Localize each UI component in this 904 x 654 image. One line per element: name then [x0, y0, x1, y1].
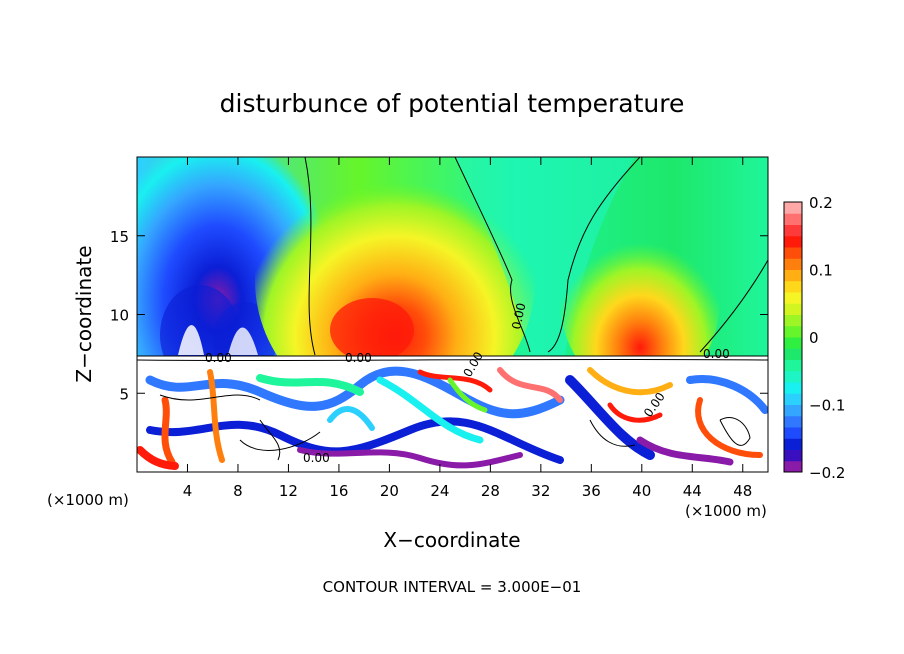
colorbar-swatch-5: [784, 404, 802, 417]
warm-anomaly-core: [330, 298, 414, 362]
colorbar-swatch-8: [784, 370, 802, 383]
x-tick-label-3: 16: [329, 482, 348, 500]
x-unit-left: (×1000 m): [47, 491, 129, 509]
colorbar-swatch-16: [784, 280, 802, 293]
x-tick-label-1: 8: [233, 482, 243, 500]
y-tick-label-1: 10: [110, 307, 129, 325]
turbulent-features: [137, 366, 768, 470]
x-tick-label-7: 32: [531, 482, 550, 500]
colorbar-swatch-21: [784, 224, 802, 237]
colorbar-swatch-14: [784, 303, 802, 315]
y-tick-label-0: 5: [119, 385, 129, 403]
contour-interval-footer: CONTOUR INTERVAL = 3.000E−01: [323, 578, 582, 596]
colorbar-label-1: 0.1: [809, 262, 833, 280]
x-tick-label-10: 44: [683, 482, 702, 500]
colorbar-swatch-9: [784, 359, 802, 372]
colorbar-swatch-3: [784, 427, 802, 439]
y-tick-label-2: 15: [110, 228, 129, 246]
x-axis-label: X−coordinate: [383, 528, 520, 552]
contour-label-5: 0.00: [509, 302, 528, 331]
colorbar-label-0: 0.2: [809, 194, 833, 212]
cold-core-spike-2: [228, 327, 258, 355]
y-axis: 5 10 15: [110, 228, 768, 403]
y-axis-label: Z−coordinate: [72, 245, 96, 382]
x-tick-label-0: 4: [183, 482, 193, 500]
contour-label-1: 0.00: [205, 351, 232, 365]
colorbar-swatch-1: [784, 449, 802, 462]
x-tick-label-8: 36: [582, 482, 601, 500]
colorbar-label-4: −0.2: [809, 464, 845, 482]
colorbar-swatch-17: [784, 269, 802, 282]
colorbar-swatch-7: [784, 382, 802, 394]
x-tick-label-2: 12: [279, 482, 298, 500]
colorbar-swatch-18: [784, 258, 802, 270]
warm-anomaly-region: [255, 157, 535, 420]
x-tick-label-5: 24: [430, 482, 449, 500]
contour-label-4: 0.00: [303, 451, 330, 465]
contour-label-3: 0.00: [703, 347, 730, 361]
colorbar-swatch-20: [784, 235, 802, 248]
colorbar-swatch-12: [784, 325, 802, 338]
x-axis: 4 8 12 16 20 24 28 32 36 40 44 48: [183, 157, 752, 500]
warm-anomaly-region-right: [560, 205, 720, 395]
x-unit-right: (×1000 m): [685, 502, 767, 520]
colorbar-swatch-13: [784, 314, 802, 327]
colorbar-swatch-6: [784, 393, 802, 405]
colorbar-swatch-10: [784, 348, 802, 360]
neutral-wedge: [455, 157, 635, 355]
chart-title: disturbunce of potential temperature: [220, 89, 685, 118]
colorbar-swatch-0: [784, 460, 802, 473]
contour-label-2: 0.00: [345, 351, 372, 365]
colorbar: 0.2 0.1 0 −0.1 −0.2: [783, 194, 845, 482]
colorbar-swatch-19: [784, 247, 802, 259]
colorbar-swatch-22: [784, 213, 802, 225]
colorbar-swatch-2: [784, 438, 802, 450]
colorbar-swatch-15: [784, 292, 802, 304]
colorbar-swatch-11: [784, 337, 802, 349]
contour-lines: [137, 157, 768, 461]
plot-area: 0.00 0.00 0.00 0.00 0.00 0.00 0.00: [137, 157, 768, 472]
x-tick-label-6: 28: [481, 482, 500, 500]
cold-core-spike: [178, 325, 204, 355]
colorbar-frame: [783, 201, 803, 473]
colorbar-label-3: −0.1: [809, 397, 845, 415]
colorbar-swatch-23: [784, 202, 802, 214]
x-tick-label-11: 48: [733, 482, 752, 500]
x-tick-label-4: 20: [380, 482, 399, 500]
x-tick-label-9: 40: [632, 482, 651, 500]
colorbar-swatch-4: [784, 415, 802, 428]
colorbar-label-2: 0: [809, 329, 819, 347]
